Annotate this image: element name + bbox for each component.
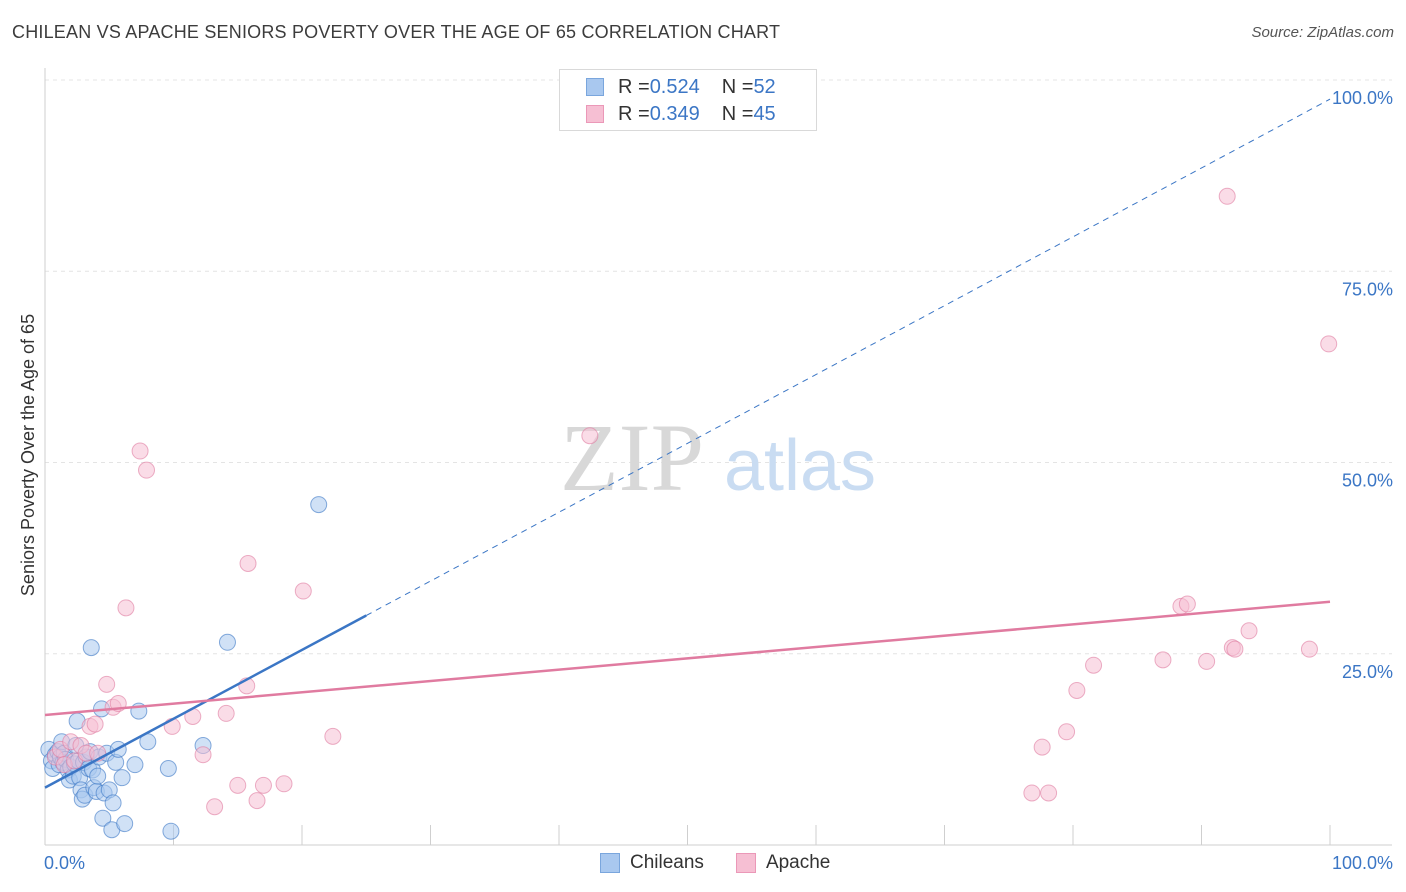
data-point xyxy=(1058,723,1076,741)
chart-title: CHILEAN VS APACHE SENIORS POVERTY OVER T… xyxy=(12,22,781,42)
data-point xyxy=(1320,335,1338,353)
legend-swatch-chileans xyxy=(600,853,620,873)
y-tick-label: 100.0% xyxy=(1332,88,1393,108)
legend-item-apache: Apache xyxy=(735,852,831,874)
data-point xyxy=(1198,652,1216,670)
trend-line-apache xyxy=(44,600,1331,717)
legend-swatch-apache xyxy=(586,105,604,123)
data-point xyxy=(117,599,135,617)
y-tick-label: 50.0% xyxy=(1342,471,1393,491)
legend-row-apache: R = 0.349 N = 45 xyxy=(586,102,776,126)
y-tick-label: 25.0% xyxy=(1342,662,1393,682)
x-tick-label: 100.0% xyxy=(1332,853,1393,873)
legend-r-label: R = xyxy=(618,75,650,98)
data-point xyxy=(86,715,104,733)
data-point xyxy=(294,582,312,600)
data-point xyxy=(194,746,212,764)
legend-r-label: R = xyxy=(618,102,650,125)
data-point xyxy=(206,798,224,816)
data-point xyxy=(1240,622,1258,640)
data-point xyxy=(218,633,236,651)
data-point xyxy=(254,776,272,794)
data-point xyxy=(1040,784,1058,802)
tick-labels: 25.0% 50.0% 75.0% 100.0% 0.0% 100.0% xyxy=(44,88,1393,873)
data-point xyxy=(1226,640,1244,658)
legend-row-chileans: R = 0.524 N = 52 xyxy=(586,75,776,99)
data-point xyxy=(113,769,131,787)
watermark: ZIP atlas xyxy=(560,404,876,511)
data-point xyxy=(239,554,257,572)
stats-legend: R = 0.524 N = 52 R = 0.349 N = 45 xyxy=(559,69,817,131)
legend-n-value: 52 xyxy=(753,75,776,98)
legend-n-label: N = xyxy=(721,75,754,98)
data-point xyxy=(275,775,293,793)
legend-r-value: 0.349 xyxy=(649,102,700,125)
data-point xyxy=(94,809,112,827)
data-point xyxy=(131,442,149,460)
data-point xyxy=(162,822,180,840)
series-legend: Chileans Apache xyxy=(600,852,862,874)
watermark-zip: ZIP xyxy=(560,404,704,511)
data-point xyxy=(1085,656,1103,674)
data-point xyxy=(1023,784,1041,802)
data-point xyxy=(248,792,266,810)
legend-label-chileans: Chileans xyxy=(630,852,704,873)
data-point xyxy=(1154,651,1172,669)
trend-extension-chileans xyxy=(366,98,1331,616)
data-point xyxy=(1218,187,1236,205)
data-point xyxy=(229,776,247,794)
data-point xyxy=(324,727,342,745)
legend-item-chileans: Chileans xyxy=(600,852,704,874)
legend-swatch-chileans xyxy=(586,78,604,96)
data-point xyxy=(1300,640,1318,658)
legend-label-apache: Apache xyxy=(765,852,831,873)
data-point xyxy=(82,639,100,657)
data-point xyxy=(138,461,156,479)
data-point xyxy=(1178,595,1196,613)
y-axis-label: Seniors Poverty Over the Age of 65 xyxy=(18,314,38,596)
data-point xyxy=(310,496,328,514)
source-label: Source: ZipAtlas.com xyxy=(1251,24,1394,41)
data-point xyxy=(126,756,144,774)
data-point xyxy=(1068,681,1086,699)
data-points xyxy=(40,187,1338,840)
legend-swatch-apache xyxy=(735,853,756,873)
legend-n-label: N = xyxy=(721,102,754,125)
legend-r-value: 0.524 xyxy=(649,75,700,98)
legend-n-value: 45 xyxy=(753,102,776,125)
data-point xyxy=(1033,738,1051,756)
data-point xyxy=(89,767,107,785)
trend-lines xyxy=(44,98,1331,789)
data-point xyxy=(98,675,116,693)
axes xyxy=(44,68,1392,846)
data-point xyxy=(116,815,134,833)
y-tick-label: 75.0% xyxy=(1342,279,1393,299)
series-apache xyxy=(46,187,1338,816)
data-point xyxy=(159,760,177,777)
data-point xyxy=(217,704,235,722)
data-point xyxy=(104,794,122,812)
x-tick-label: 0.0% xyxy=(44,853,85,873)
data-point xyxy=(581,427,599,445)
watermark-atlas: atlas xyxy=(724,426,876,506)
